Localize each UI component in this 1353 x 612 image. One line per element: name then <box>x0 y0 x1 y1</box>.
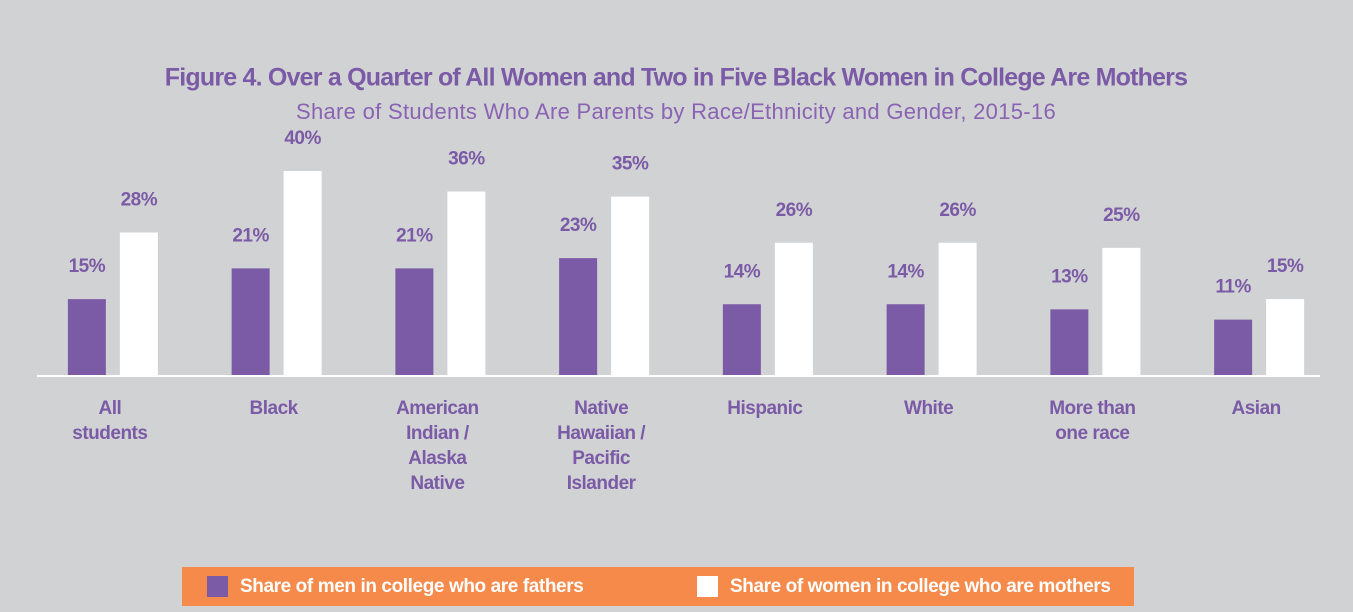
value-label: 26% <box>939 200 976 221</box>
bar <box>67 299 106 376</box>
value-label: 21% <box>396 225 433 246</box>
value-label: 36% <box>448 149 485 170</box>
value-label: 15% <box>69 256 106 277</box>
value-label: 26% <box>776 200 813 221</box>
x-tick-label: Asian <box>1231 398 1282 419</box>
x-tick-label: All students <box>72 398 148 444</box>
x-tick-label: Hispanic <box>727 398 803 419</box>
bar <box>774 242 813 376</box>
value-label: 15% <box>1267 256 1304 277</box>
x-tick-label: American Indian / Alaska Native <box>396 398 479 494</box>
legend-label: Share of men in college who are fathers <box>240 576 583 597</box>
value-label: 40% <box>284 128 321 149</box>
bar <box>559 258 598 376</box>
legend-box <box>182 567 1134 606</box>
legend-label: Share of women in college who are mother… <box>730 576 1111 597</box>
value-label: 23% <box>560 215 597 236</box>
x-tick-label: White <box>904 398 954 419</box>
value-label: 21% <box>232 225 269 246</box>
bar <box>886 304 925 376</box>
value-label: 25% <box>1103 205 1140 226</box>
legend-swatch <box>207 576 228 597</box>
bar <box>395 268 434 376</box>
bar <box>611 196 650 376</box>
value-label: 13% <box>1051 266 1088 287</box>
bar <box>447 191 486 376</box>
value-label: 11% <box>1215 277 1251 298</box>
bar <box>283 171 322 376</box>
value-label: 35% <box>612 154 649 175</box>
value-label: 14% <box>887 261 924 282</box>
x-tick-label: More than one race <box>1049 398 1136 444</box>
bar <box>1214 319 1253 376</box>
x-tick-label: Black <box>249 398 299 419</box>
bar <box>938 242 977 376</box>
value-label: 28% <box>121 190 158 211</box>
bar <box>1050 309 1089 376</box>
bar <box>722 304 761 376</box>
value-label: 14% <box>724 261 761 282</box>
bar <box>231 268 270 376</box>
legend-swatch <box>697 576 718 597</box>
chart-subtitle: Share of Students Who Are Parents by Rac… <box>296 99 1056 124</box>
chart-title: Figure 4. Over a Quarter of All Women an… <box>165 64 1187 92</box>
x-tick-label: Native Hawaiian / Pacific Islander <box>557 398 646 494</box>
bar <box>1266 299 1305 376</box>
bar <box>119 232 158 376</box>
bar <box>1102 247 1141 376</box>
